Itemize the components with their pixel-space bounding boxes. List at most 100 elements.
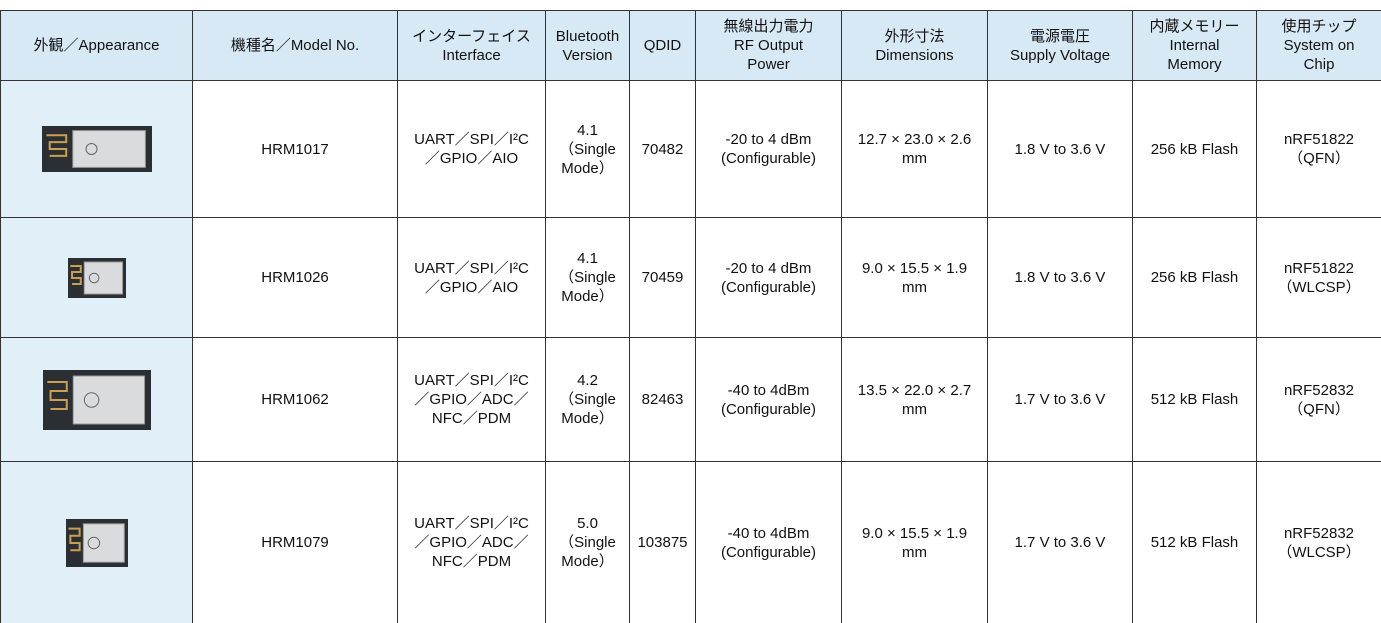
data-cell: 13.5 × 22.0 × 2.7 mm bbox=[841, 337, 988, 462]
cell-line: （Single bbox=[559, 269, 616, 286]
cell-line: （WLCSP） bbox=[1277, 278, 1361, 296]
data-cell: 1.8 V to 3.6 V bbox=[987, 80, 1133, 218]
cell-line: Dimensions bbox=[875, 46, 954, 64]
cell-line: 1.8 V to 3.6 V bbox=[1014, 140, 1106, 158]
cell-line: Memory bbox=[1167, 56, 1222, 73]
data-cell: 9.0 × 15.5 × 1.9 mm bbox=[841, 217, 988, 338]
cell-line: QDID bbox=[643, 37, 682, 54]
cell-line: 5.0 bbox=[577, 515, 598, 532]
data-cell: nRF52832 （WLCSP） bbox=[1256, 461, 1381, 623]
cell-line: ／GPIO／ADC／ bbox=[414, 534, 529, 551]
cell-line: インターフェイス bbox=[412, 27, 531, 45]
cell-line: nRF52832 bbox=[1283, 524, 1355, 542]
cell-line: HRM1062 bbox=[261, 391, 329, 408]
header-cell: インターフェイス Interface bbox=[397, 10, 546, 81]
cell-line: -40 to 4dBm bbox=[727, 381, 810, 399]
cell-line: 1.7 V to 3.6 V bbox=[1014, 391, 1106, 408]
cell-line: 外観／Appearance bbox=[33, 37, 160, 54]
cell-line: 電源電圧 bbox=[1029, 27, 1090, 45]
header-cell: 外観／Appearance bbox=[0, 10, 193, 81]
cell-line: -20 to 4 dBm bbox=[725, 131, 812, 148]
cell-line: HRM1079 bbox=[261, 534, 329, 551]
cell-line: UART／SPI／I²C bbox=[414, 372, 529, 389]
cell-line: 9.0 × 15.5 × 1.9 bbox=[861, 259, 968, 277]
data-cell: 5.0 （Single Mode） bbox=[545, 461, 630, 623]
data-cell: 512 kB Flash bbox=[1132, 337, 1257, 462]
cell-line: Mode） bbox=[561, 159, 614, 177]
cell-line: nRF52832 bbox=[1283, 381, 1355, 399]
cell-line: 外形寸法 bbox=[884, 27, 945, 45]
cell-line: （Single bbox=[559, 391, 616, 408]
cell-line: ／GPIO／AIO bbox=[424, 278, 519, 296]
data-cell: nRF51822 （QFN） bbox=[1256, 80, 1381, 218]
cell-line: Mode） bbox=[561, 410, 614, 427]
header-row: 外観／Appearance 機種名／Model No. インターフェイス Interf… bbox=[0, 10, 1381, 81]
data-cell: 4.1 （Single Mode） bbox=[545, 217, 630, 338]
module-photo bbox=[65, 518, 128, 567]
data-cell: UART／SPI／I²C ／GPIO／ADC／ NFC／PDM bbox=[397, 337, 546, 462]
data-cell: HRM1062 bbox=[192, 337, 398, 462]
data-cell: UART／SPI／I²C ／GPIO／AIO bbox=[397, 217, 546, 338]
data-cell: 82463 bbox=[629, 337, 696, 462]
data-cell: 12.7 × 23.0 × 2.6 mm bbox=[841, 80, 988, 218]
cell-line: 4.1 bbox=[577, 121, 598, 139]
cell-line: Bluetooth bbox=[555, 27, 620, 45]
data-cell: 512 kB Flash bbox=[1132, 461, 1257, 623]
data-cell: nRF52832 （QFN） bbox=[1256, 337, 1381, 462]
data-cell: 70482 bbox=[629, 80, 696, 218]
cell-line: nRF51822 bbox=[1283, 131, 1355, 148]
cell-line: Power bbox=[747, 56, 790, 73]
cell-line: （Single bbox=[559, 140, 616, 158]
data-cell: 1.7 V to 3.6 V bbox=[987, 337, 1133, 462]
data-cell: 4.1 （Single Mode） bbox=[545, 80, 630, 218]
table-container: 外観／Appearance 機種名／Model No. インターフェイス Interf… bbox=[0, 10, 1381, 623]
cell-line: mm bbox=[902, 150, 927, 167]
data-cell: 256 kB Flash bbox=[1132, 217, 1257, 338]
data-cell: 4.2 （Single Mode） bbox=[545, 337, 630, 462]
cell-line: 70459 bbox=[641, 269, 684, 286]
cell-line: mm bbox=[902, 400, 927, 418]
cell-line: System on bbox=[1283, 37, 1355, 54]
cell-line: (Configurable) bbox=[720, 543, 817, 561]
cell-line: ／GPIO／ADC／ bbox=[414, 391, 529, 408]
table-row: HRM1026 UART／SPI／I²C ／GPIO／AIO 4.1 （Single Mo… bbox=[0, 217, 1381, 338]
cell-line: Internal bbox=[1169, 37, 1220, 54]
cell-line: (Configurable) bbox=[720, 150, 817, 167]
header-cell: 使用チップ System on Chip bbox=[1256, 10, 1381, 81]
header-cell: 外形寸法 Dimensions bbox=[841, 10, 988, 81]
cell-line: -40 to 4dBm bbox=[727, 524, 810, 542]
cell-line: 103875 bbox=[637, 534, 688, 551]
data-cell: -40 to 4dBm (Configurable) bbox=[695, 461, 842, 623]
table-row: HRM1079 UART／SPI／I²C ／GPIO／ADC／ NFC／PDM 5.0 （… bbox=[0, 461, 1381, 623]
header-cell: QDID bbox=[629, 10, 696, 81]
cell-line: （QFN） bbox=[1288, 400, 1350, 418]
appearance-cell bbox=[0, 217, 193, 338]
cell-line: 無線出力電力 bbox=[723, 18, 814, 35]
appearance-cell bbox=[0, 337, 193, 462]
cell-line: Supply Voltage bbox=[1009, 46, 1111, 64]
cell-line: nRF51822 bbox=[1283, 259, 1355, 277]
cell-line: (Configurable) bbox=[720, 400, 817, 418]
module-photo bbox=[41, 126, 152, 172]
cell-line: 9.0 × 15.5 × 1.9 bbox=[861, 524, 968, 542]
header-cell: 機種名／Model No. bbox=[192, 10, 398, 81]
cell-line: 82463 bbox=[641, 391, 684, 408]
data-cell: 1.7 V to 3.6 V bbox=[987, 461, 1133, 623]
cell-line: UART／SPI／I²C bbox=[414, 259, 529, 277]
data-cell: HRM1079 bbox=[192, 461, 398, 623]
header-cell: 内蔵メモリー Internal Memory bbox=[1132, 10, 1257, 81]
cell-line: 256 kB Flash bbox=[1150, 140, 1239, 158]
cell-line: Version bbox=[562, 46, 613, 64]
cell-line: ／GPIO／AIO bbox=[424, 150, 519, 167]
cell-line: Chip bbox=[1303, 56, 1335, 73]
cell-line: 12.7 × 23.0 × 2.6 bbox=[857, 131, 972, 148]
module-photo bbox=[67, 257, 126, 298]
cell-line: RF Output bbox=[733, 37, 804, 54]
cell-line: 512 kB Flash bbox=[1150, 534, 1239, 551]
cell-line: 4.1 bbox=[577, 250, 598, 267]
cell-line: UART／SPI／I²C bbox=[414, 131, 529, 148]
cell-line: 70482 bbox=[641, 140, 684, 158]
appearance-cell bbox=[0, 461, 193, 623]
data-cell: 256 kB Flash bbox=[1132, 80, 1257, 218]
data-cell: -20 to 4 dBm (Configurable) bbox=[695, 217, 842, 338]
